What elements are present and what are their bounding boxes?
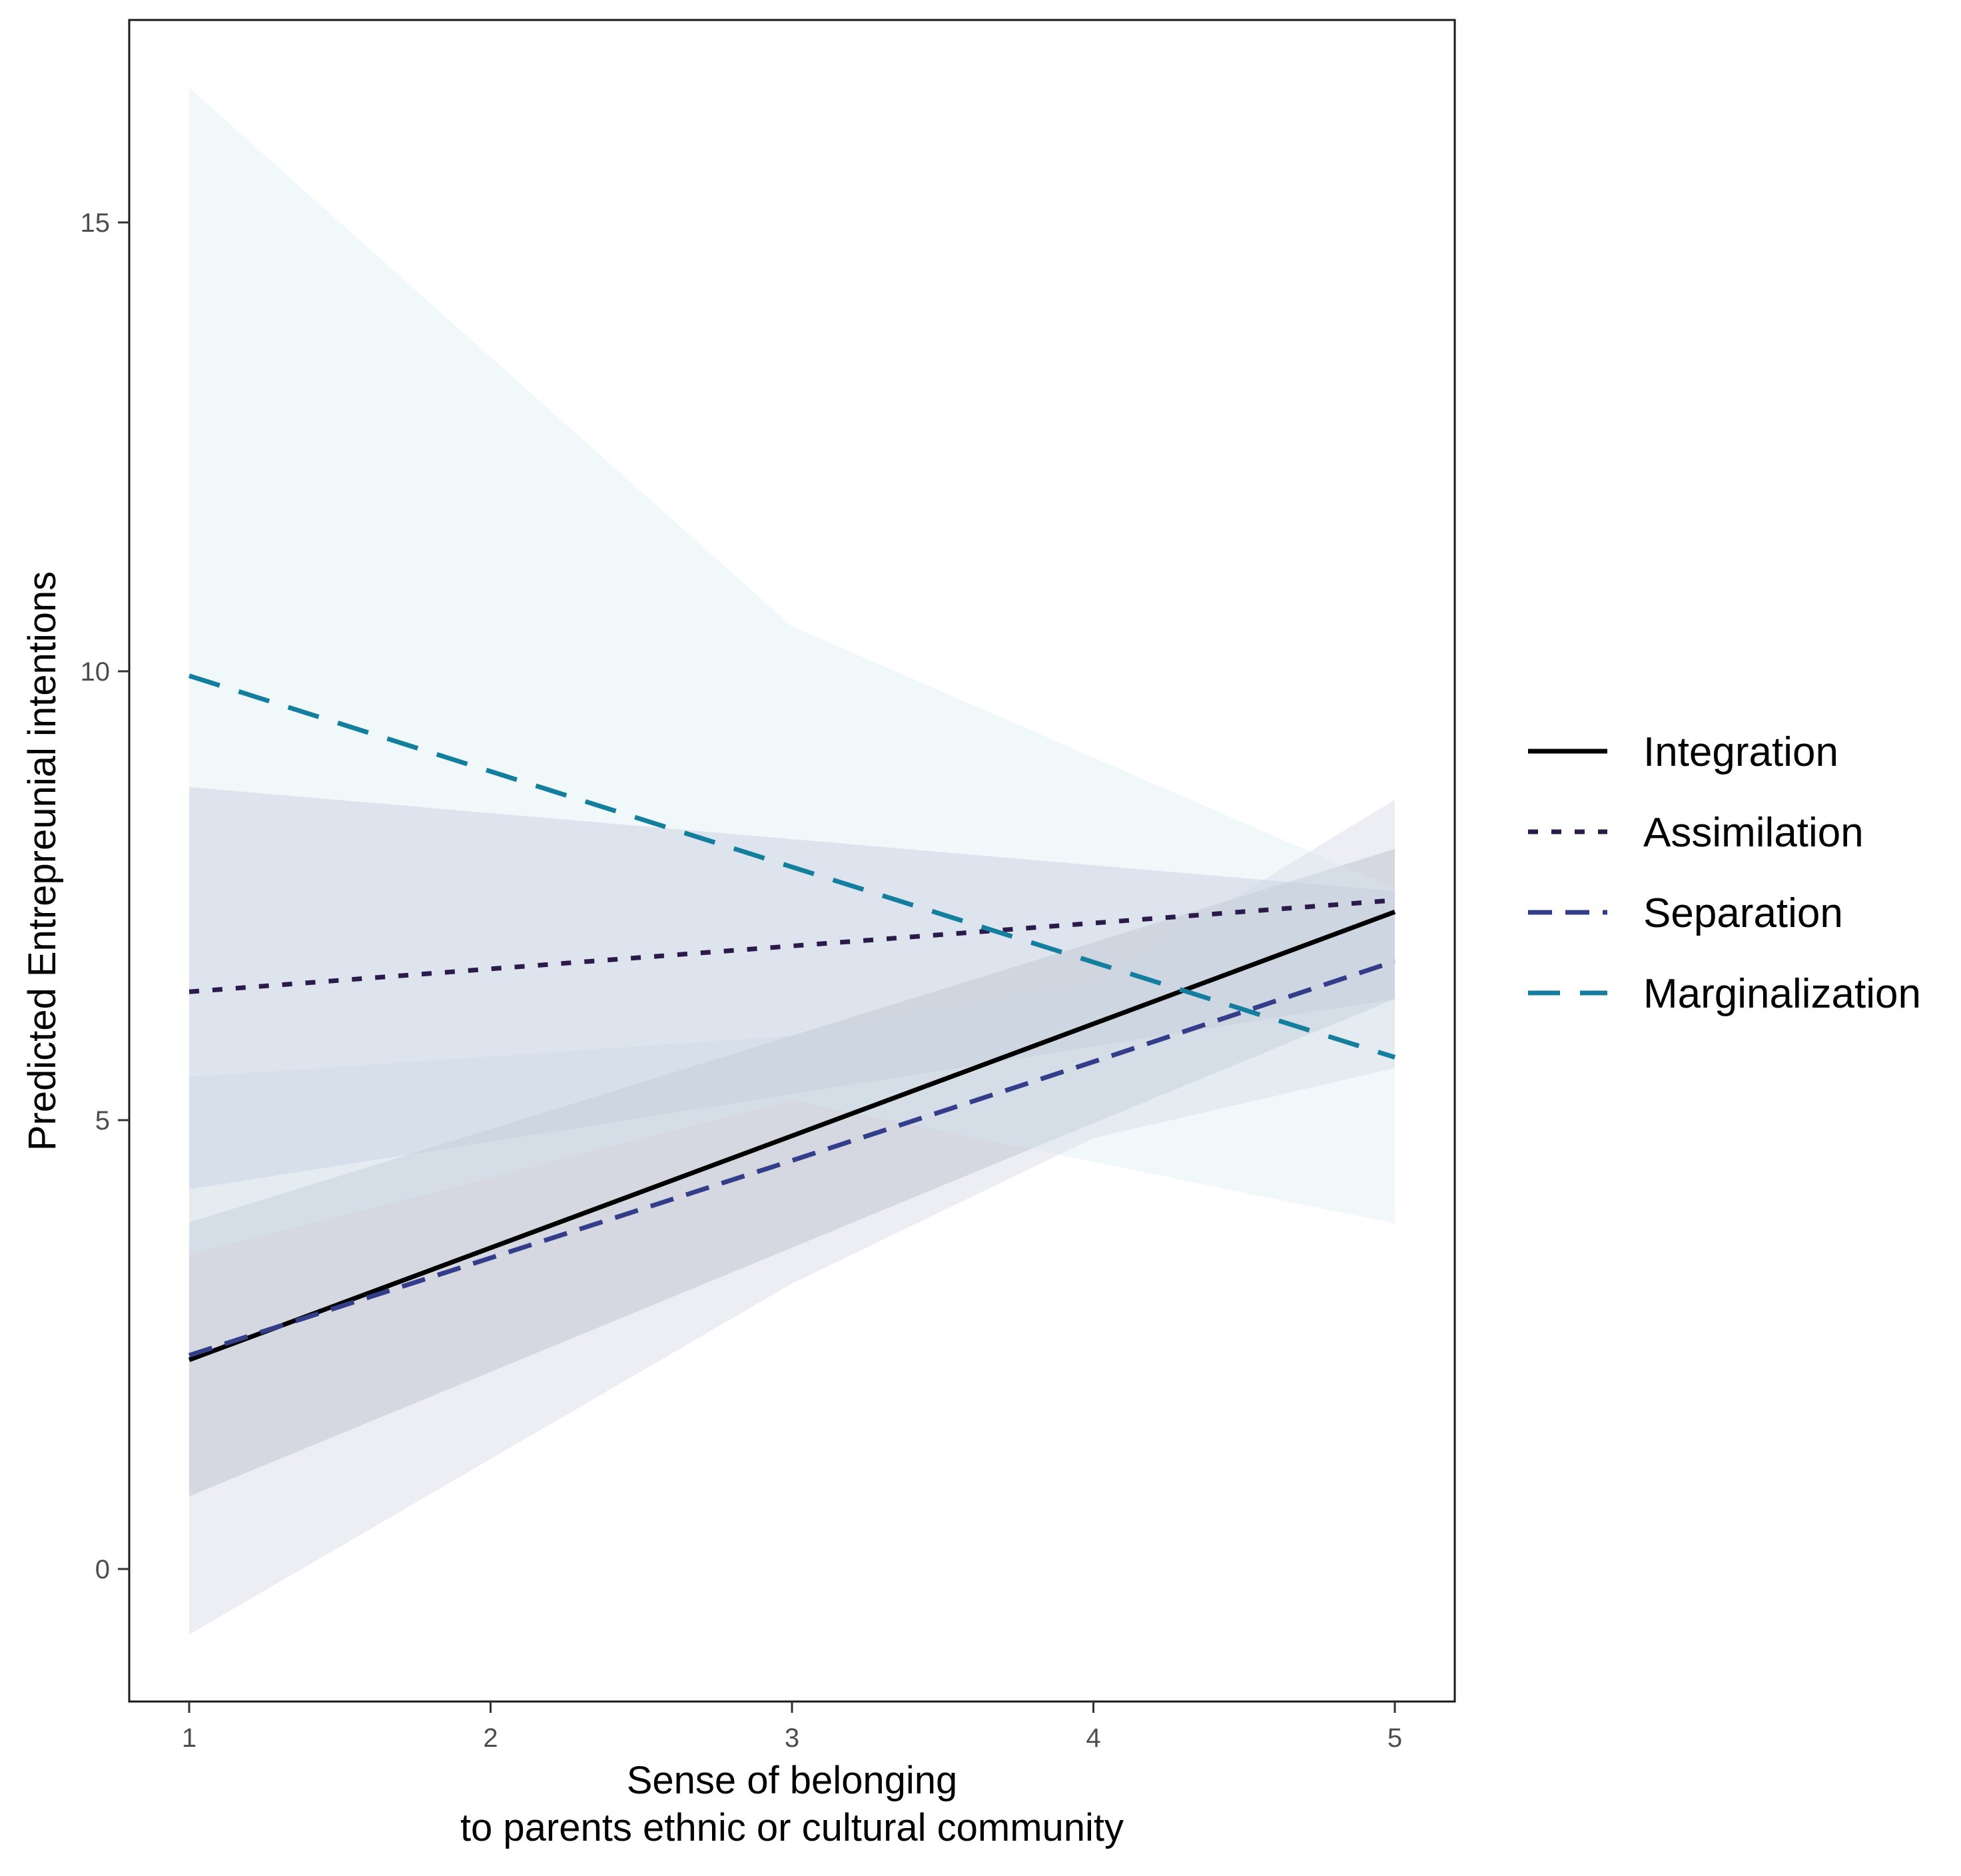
x-axis: 1 2 3 4 5 [182,1702,1402,1753]
x-tick-label: 1 [182,1723,196,1753]
y-axis: 0 5 10 15 [81,208,129,1584]
y-tick-label: 15 [81,208,111,238]
confidence-band-separation [189,799,1395,1635]
plot-panel [129,20,1455,1702]
legend-label-marginalization: Marginalization [1643,971,1921,1017]
x-axis-title-line-1: Sense of belonging [627,1759,958,1802]
confidence-band-assimilation [189,786,1395,1189]
series-line-integration [188,909,1396,1363]
legend: Integration Assimilation Separation Margina… [1528,729,1921,1017]
x-tick-label: 5 [1387,1723,1402,1753]
y-axis-title: Predicted Entrepreunial intentions [21,571,64,1151]
legend-label-assimilation: Assimilation [1643,810,1864,856]
x-axis-title-line-2: to parents ethnic or cultural community [460,1806,1124,1849]
series-line-separation [188,959,1396,1358]
y-tick-label: 5 [95,1106,110,1135]
confidence-bands [189,87,1395,1635]
y-tick-label: 0 [95,1555,110,1584]
series-lines [188,673,1396,1363]
x-tick-label: 2 [483,1723,498,1753]
series-line-marginalization [188,673,1396,1060]
legend-label-integration: Integration [1643,729,1838,775]
x-tick-label: 4 [1086,1723,1100,1753]
y-tick-label: 10 [81,657,111,687]
x-tick-label: 3 [785,1723,799,1753]
series-line-assimilation [189,898,1395,994]
legend-label-separation: Separation [1643,890,1843,936]
confidence-band-integration [189,848,1395,1496]
